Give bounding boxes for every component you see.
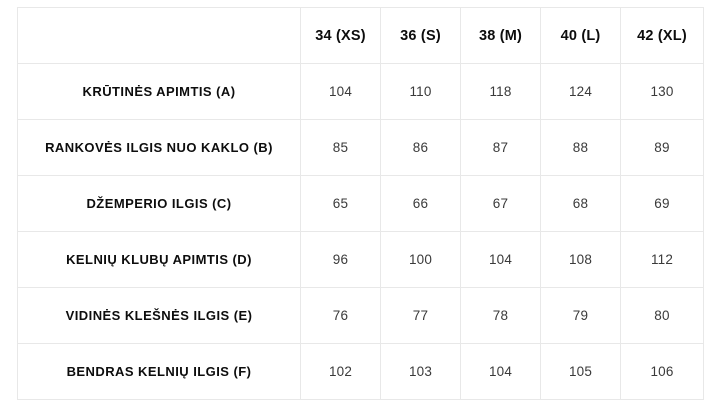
cell-a-36s: 110 (380, 63, 461, 120)
column-header-size-36-s: 36 (S) (380, 7, 461, 64)
cell-e-40l: 79 (540, 287, 621, 344)
cell-a-34xs: 104 (300, 63, 381, 120)
cell-f-34xs: 102 (300, 343, 381, 400)
row-label-c: DŽEMPERIO ILGIS (C) (17, 175, 301, 232)
row-label-e: VIDINĖS KLEŠNĖS ILGIS (E) (17, 287, 301, 344)
column-header-size-40-l: 40 (L) (540, 7, 621, 64)
table-header: 34 (XS) 36 (S) 38 (M) 40 (L) 42 (XL) (17, 7, 704, 64)
row-label-f: BENDRAS KELNIŲ ILGIS (F) (17, 343, 301, 400)
cell-d-36s: 100 (380, 231, 461, 288)
header-row: 34 (XS) 36 (S) 38 (M) 40 (L) 42 (XL) (17, 7, 704, 64)
column-header-size-38-m: 38 (M) (460, 7, 541, 64)
cell-e-34xs: 76 (300, 287, 381, 344)
cell-e-42xl: 80 (620, 287, 704, 344)
cell-c-40l: 68 (540, 175, 621, 232)
row-label-b: RANKOVĖS ILGIS NUO KAKLO (B) (17, 119, 301, 176)
cell-a-40l: 124 (540, 63, 621, 120)
cell-d-42xl: 112 (620, 231, 704, 288)
cell-f-42xl: 106 (620, 343, 704, 400)
header-corner-cell (17, 7, 301, 64)
cell-d-38m: 104 (460, 231, 541, 288)
table-row: DŽEMPERIO ILGIS (C) 65 66 67 68 69 (17, 175, 704, 232)
cell-c-34xs: 65 (300, 175, 381, 232)
column-header-size-34-xs: 34 (XS) (300, 7, 381, 64)
table-row: KRŪTINĖS APIMTIS (A) 104 110 118 124 130 (17, 63, 704, 120)
cell-e-36s: 77 (380, 287, 461, 344)
cell-d-40l: 108 (540, 231, 621, 288)
row-label-d: KELNIŲ KLUBŲ APIMTIS (D) (17, 231, 301, 288)
table-row: RANKOVĖS ILGIS NUO KAKLO (B) 85 86 87 88… (17, 119, 704, 176)
row-label-a: KRŪTINĖS APIMTIS (A) (17, 63, 301, 120)
column-header-size-42-xl: 42 (XL) (620, 7, 704, 64)
table-row: VIDINĖS KLEŠNĖS ILGIS (E) 76 77 78 79 80 (17, 287, 704, 344)
cell-d-34xs: 96 (300, 231, 381, 288)
table-row: BENDRAS KELNIŲ ILGIS (F) 102 103 104 105… (17, 343, 704, 400)
cell-f-40l: 105 (540, 343, 621, 400)
size-chart-table: 34 (XS) 36 (S) 38 (M) 40 (L) 42 (XL) KRŪ… (17, 7, 704, 400)
cell-b-34xs: 85 (300, 119, 381, 176)
cell-b-42xl: 89 (620, 119, 704, 176)
table-row: KELNIŲ KLUBŲ APIMTIS (D) 96 100 104 108 … (17, 231, 704, 288)
cell-f-36s: 103 (380, 343, 461, 400)
table-body: KRŪTINĖS APIMTIS (A) 104 110 118 124 130… (17, 63, 704, 400)
cell-c-38m: 67 (460, 175, 541, 232)
cell-c-42xl: 69 (620, 175, 704, 232)
size-chart-container: 34 (XS) 36 (S) 38 (M) 40 (L) 42 (XL) KRŪ… (17, 7, 704, 400)
cell-f-38m: 104 (460, 343, 541, 400)
cell-c-36s: 66 (380, 175, 461, 232)
cell-e-38m: 78 (460, 287, 541, 344)
cell-a-42xl: 130 (620, 63, 704, 120)
cell-b-38m: 87 (460, 119, 541, 176)
cell-b-40l: 88 (540, 119, 621, 176)
cell-b-36s: 86 (380, 119, 461, 176)
cell-a-38m: 118 (460, 63, 541, 120)
